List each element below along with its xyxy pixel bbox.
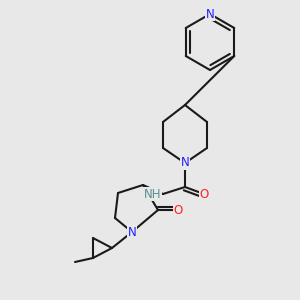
Text: NH: NH [143, 188, 161, 200]
Text: N: N [128, 226, 136, 238]
Text: N: N [206, 8, 214, 20]
Text: N: N [181, 157, 189, 169]
Text: O: O [200, 188, 208, 200]
Text: O: O [173, 203, 183, 217]
